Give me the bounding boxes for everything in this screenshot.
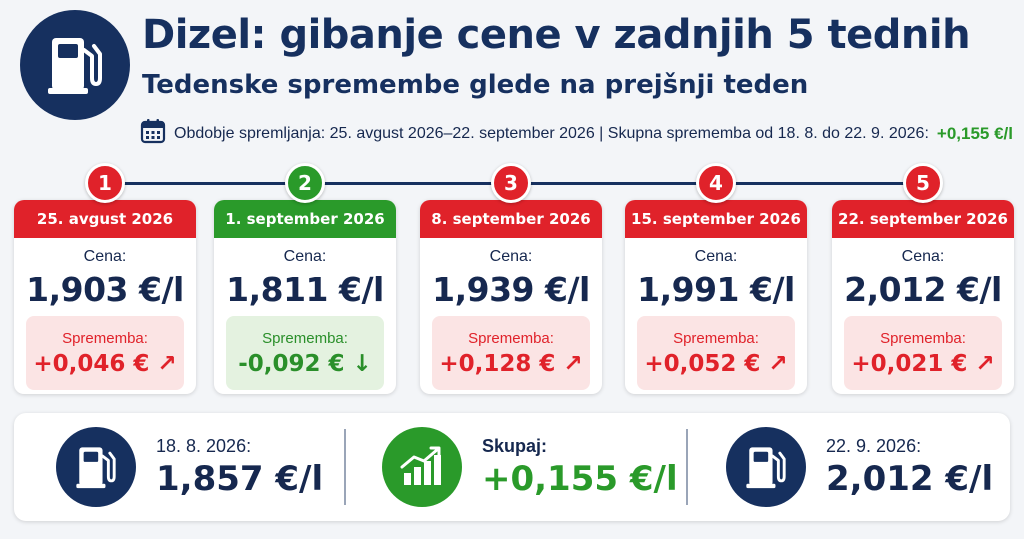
price-value: 2,012 €/l <box>844 270 1002 309</box>
divider <box>686 429 688 505</box>
summary-total: Skupaj: +0,155 €/l <box>382 413 678 521</box>
week-date: 15. september 2026 <box>625 200 807 238</box>
week-card-body: 15. september 2026 Cena: 1,991 €/l Sprem… <box>625 200 807 394</box>
week-date: 1. september 2026 <box>214 200 396 238</box>
fuel-pump-icon <box>726 427 806 507</box>
change-box: Sprememba: +0,046 € ↗ <box>26 316 184 390</box>
change-box: Sprememba: +0,021 € ↗ <box>844 316 1002 390</box>
summary-end-value: 2,012 €/l <box>826 458 994 499</box>
price-value: 1,991 €/l <box>637 270 795 309</box>
week-card-body: 1. september 2026 Cena: 1,811 €/l Spreme… <box>214 200 396 394</box>
summary-total-value: +0,155 €/l <box>482 458 678 499</box>
fuel-pump-icon <box>20 10 130 120</box>
week-date: 25. avgust 2026 <box>14 200 196 238</box>
step-number: 3 <box>491 163 531 203</box>
summary-panel: 18. 8. 2026: 1,857 €/l Skupaj: +0,155 €/… <box>14 413 1010 521</box>
change-box: Sprememba: +0,052 € ↗ <box>637 316 795 390</box>
week-date: 8. september 2026 <box>420 200 602 238</box>
page-subtitle: Tedenske spremembe glede na prejšnji ted… <box>142 70 809 100</box>
calendar-icon <box>140 118 166 149</box>
summary-total-label: Skupaj: <box>482 435 548 456</box>
change-label: Sprememba: <box>62 329 148 347</box>
weekly-timeline: 1 25. avgust 2026 Cena: 1,903 €/l Spreme… <box>0 160 1024 400</box>
price-label: Cena: <box>83 248 127 265</box>
change-box: Sprememba: -0,092 € ↓ <box>226 316 384 390</box>
fuel-pump-icon <box>56 427 136 507</box>
period-text: Obdobje spremljanja: 25. avgust 2026–22.… <box>174 124 929 142</box>
week-card-5: 5 22. september 2026 Cena: 2,012 €/l Spr… <box>832 160 1014 396</box>
week-card-4: 4 15. september 2026 Cena: 1,991 €/l Spr… <box>625 160 807 396</box>
period-info: Obdobje spremljanja: 25. avgust 2026–22.… <box>140 118 1013 149</box>
change-label: Sprememba: <box>880 329 966 347</box>
week-card-1: 1 25. avgust 2026 Cena: 1,903 €/l Spreme… <box>14 160 196 396</box>
summary-end: 22. 9. 2026: 2,012 €/l <box>726 413 993 521</box>
step-number: 2 <box>285 163 325 203</box>
week-card-body: 8. september 2026 Cena: 1,939 €/l Spreme… <box>420 200 602 394</box>
summary-end-label: 22. 9. 2026: <box>826 435 922 456</box>
period-total-change: +0,155 €/l <box>936 123 1013 143</box>
page-title: Dizel: gibanje cene v zadnjih 5 tednih <box>142 12 971 58</box>
change-value: +0,021 € ↗ <box>851 350 995 377</box>
change-label: Sprememba: <box>673 329 759 347</box>
week-card-body: 25. avgust 2026 Cena: 1,903 €/l Sprememb… <box>14 200 196 394</box>
change-value: +0,052 € ↗ <box>644 350 788 377</box>
change-value: -0,092 € ↓ <box>238 350 372 377</box>
price-value: 1,903 €/l <box>26 270 184 309</box>
week-date: 22. september 2026 <box>832 200 1014 238</box>
price-label: Cena: <box>901 248 945 265</box>
change-value: +0,046 € ↗ <box>33 350 177 377</box>
summary-start-value: 1,857 €/l <box>156 458 324 499</box>
summary-start: 18. 8. 2026: 1,857 €/l <box>56 413 323 521</box>
change-label: Sprememba: <box>262 329 348 347</box>
step-number: 5 <box>903 163 943 203</box>
price-label: Cena: <box>489 248 533 265</box>
change-box: Sprememba: +0,128 € ↗ <box>432 316 590 390</box>
growth-chart-icon <box>382 427 462 507</box>
price-label: Cena: <box>283 248 327 265</box>
change-label: Sprememba: <box>468 329 554 347</box>
week-card-body: 22. september 2026 Cena: 2,012 €/l Sprem… <box>832 200 1014 394</box>
price-label: Cena: <box>694 248 738 265</box>
summary-start-label: 18. 8. 2026: <box>156 435 252 456</box>
step-number: 1 <box>85 163 125 203</box>
week-card-3: 3 8. september 2026 Cena: 1,939 €/l Spre… <box>420 160 602 396</box>
change-value: +0,128 € ↗ <box>439 350 583 377</box>
week-card-2: 2 1. september 2026 Cena: 1,811 €/l Spre… <box>214 160 396 396</box>
step-number: 4 <box>696 163 736 203</box>
price-value: 1,811 €/l <box>226 270 384 309</box>
price-value: 1,939 €/l <box>432 270 590 309</box>
divider <box>344 429 346 505</box>
